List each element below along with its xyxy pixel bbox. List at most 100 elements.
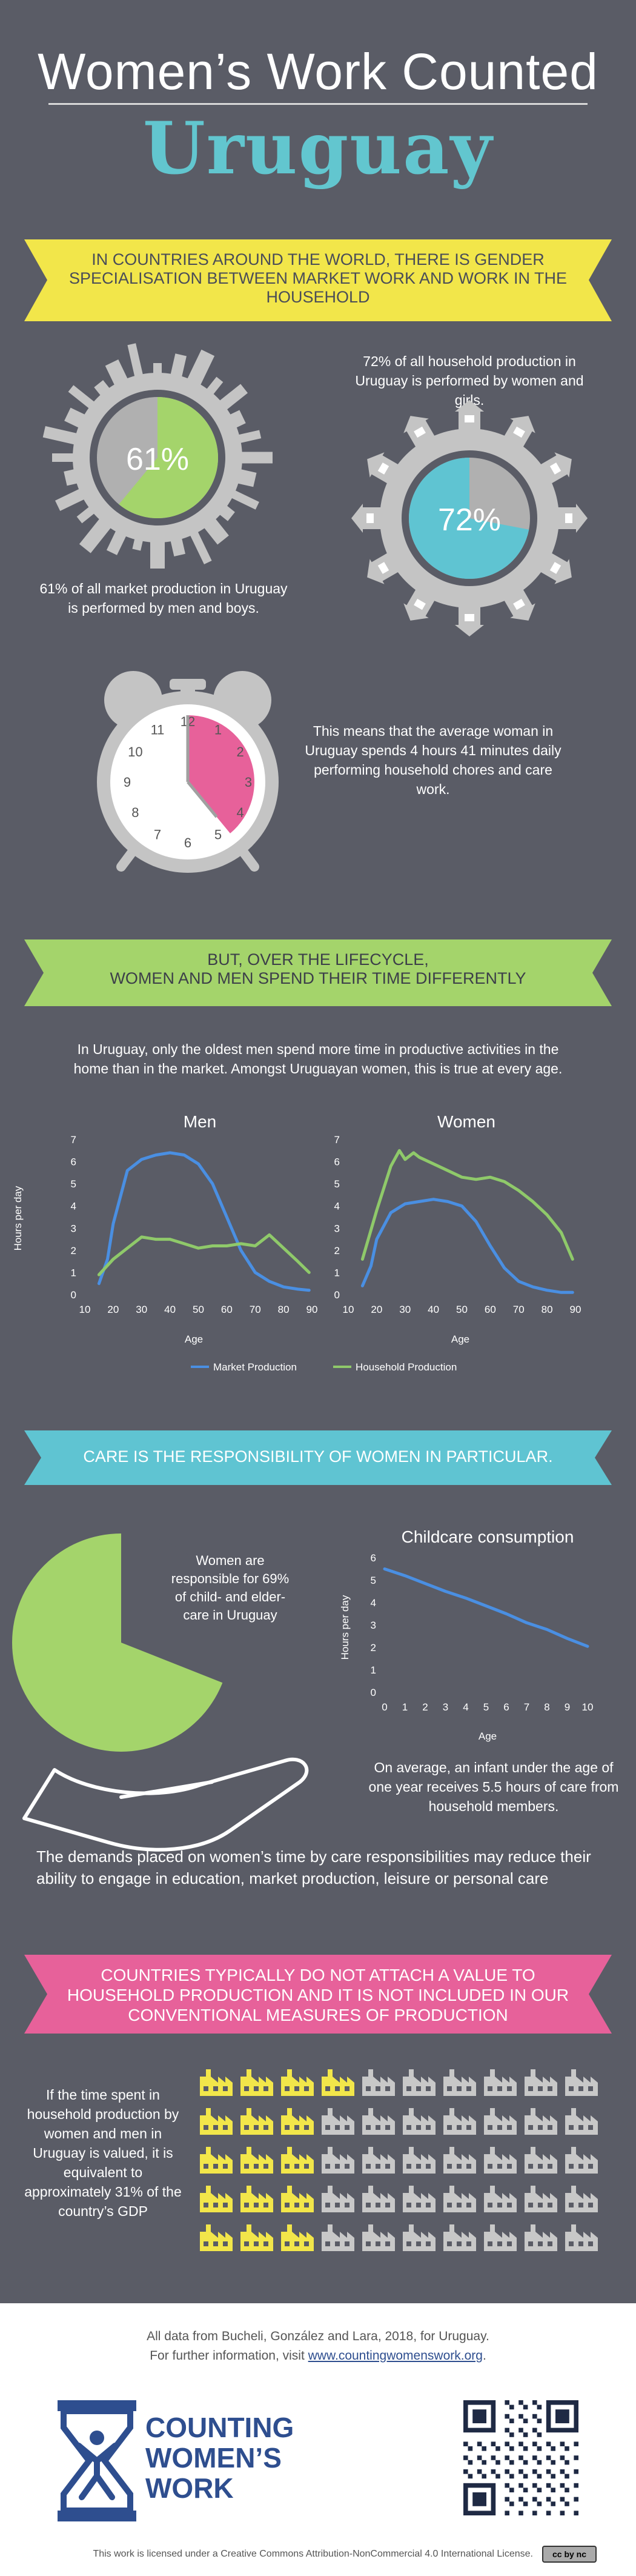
factory-icon: [281, 2224, 314, 2251]
clock-number: 9: [124, 775, 131, 790]
clock-hour-hand: [187, 781, 218, 818]
y-tick-label: 0: [371, 1687, 376, 1698]
factory-icon: [362, 2108, 395, 2135]
x-tick-label: 9: [565, 1701, 570, 1713]
factory-icon: [443, 2147, 476, 2174]
childcare-chart-title: Childcare consumption: [402, 1527, 574, 1546]
y-tick-label: 1: [371, 1664, 376, 1676]
x-tick-label: 30: [136, 1304, 147, 1315]
x-tick-label: 90: [570, 1304, 581, 1315]
factory-icon: [281, 2147, 314, 2174]
page-title: Women’s Work Counted: [38, 43, 598, 100]
x-tick-label: 70: [250, 1304, 261, 1315]
market-production-line: [97, 1151, 311, 1292]
market-caption: 61% of all market production in Uruguay …: [39, 581, 288, 616]
household-production-line: [97, 1233, 311, 1276]
lifecycle-charts: Hours per day Men Women Age Age Market P…: [12, 1112, 581, 1373]
clock-number: 5: [214, 827, 222, 843]
section4-banner-text: COUNTRIES TYPICALLY DO NOT ATTACH A VALU…: [67, 1966, 569, 2024]
market-production-gear: 61%: [42, 343, 273, 569]
y-tick-label: 4: [71, 1201, 76, 1212]
factory-icon: [322, 2069, 354, 2096]
section3-banner-text: CARE IS THE RESPONSIBILITY OF WOMEN IN P…: [83, 1447, 553, 1466]
women-chart-title: Women: [437, 1112, 495, 1131]
clock-numbers: 121234567891011: [124, 714, 252, 850]
source-link[interactable]: www.countingwomenswork.org: [308, 2349, 483, 2363]
section4-banner-notches: [24, 1955, 612, 2034]
logo-wordmark: COUNTING WOMEN’S WORK: [145, 2412, 294, 2503]
clock-number: 8: [131, 805, 139, 820]
factory-icon: [565, 2224, 598, 2251]
factory-icon: [281, 2069, 314, 2096]
y-tick-label: 5: [334, 1178, 340, 1190]
factory-icon: [525, 2186, 557, 2212]
y-tick-label: 3: [71, 1223, 76, 1234]
factory-icon: [525, 2069, 557, 2096]
x-tick-label: 0: [382, 1701, 387, 1713]
y-tick-label: 1: [71, 1267, 76, 1278]
factory-icon: [525, 2147, 557, 2174]
factory-icon: [443, 2069, 476, 2096]
clock-number: 1: [214, 722, 222, 737]
factory-icon: [240, 2224, 273, 2251]
country-title: Uruguay: [142, 106, 494, 190]
factory-icon: [443, 2224, 476, 2251]
section1-banner-notches: [24, 239, 612, 321]
men-line-chart: 0 1 2 3 4 5 6 7 10 20 30 40 50 60 70 80 90: [71, 1134, 318, 1315]
y-tick-label: 7: [334, 1134, 340, 1146]
x-tick-label: 60: [485, 1304, 496, 1315]
clock-number: 7: [154, 827, 161, 843]
factory-icon: [565, 2147, 598, 2174]
childcare-xlabel: Age: [479, 1730, 497, 1742]
factory-icon: [403, 2224, 436, 2251]
clock-number: 3: [245, 775, 252, 790]
factory-icon: [443, 2186, 476, 2212]
factory-icon: [443, 2108, 476, 2135]
x-tick-label: 30: [399, 1304, 411, 1315]
household-production-gear: 72%: [351, 400, 588, 636]
factory-icon: [403, 2147, 436, 2174]
y-tick-label: 5: [371, 1575, 376, 1586]
factory-icon: [200, 2147, 233, 2174]
clock-number: 2: [236, 744, 243, 759]
factory-icon: [565, 2186, 598, 2212]
childcare-line-chart: Childcare consumption Hours per day Age …: [339, 1527, 593, 1742]
infant-care-text: On average, an infant under the age of o…: [368, 1760, 619, 1814]
x-tick-label: 7: [524, 1701, 529, 1713]
qr-code-icon[interactable]: [463, 2400, 578, 2515]
x-tick-label: 2: [422, 1701, 428, 1713]
alarm-clock-icon: 121234567891011: [97, 671, 279, 873]
license-text: This work is licensed under a Creative C…: [93, 2549, 533, 2559]
factory-icon: [484, 2224, 517, 2251]
factory-icon: [200, 2108, 233, 2135]
section2-banner: BUT, OVER THE LIFECYCLE, WOMEN AND MEN S…: [24, 939, 612, 1006]
y-tick-label: 0: [334, 1289, 340, 1301]
factory-icon: [525, 2108, 557, 2135]
x-tick-label: 80: [278, 1304, 290, 1315]
factory-icon: [484, 2186, 517, 2212]
y-tick-label: 2: [371, 1642, 376, 1653]
household-caption: 72% of all household production in Urugu…: [355, 353, 584, 408]
factory-icon: [362, 2069, 395, 2096]
source-line2: For further information, visit www.count…: [0, 2347, 636, 2365]
lifecycle-intro: In Uruguay, only the oldest men spend mo…: [73, 1041, 563, 1076]
x-tick-label: 50: [193, 1304, 204, 1315]
section1-banner: IN COUNTRIES AROUND THE WORLD, THERE IS …: [24, 239, 612, 321]
factory-icon: [484, 2147, 517, 2174]
y-tick-label: 4: [334, 1201, 340, 1212]
y-tick-label: 6: [371, 1552, 376, 1564]
cc-license-badge[interactable]: cc by nc: [542, 2546, 597, 2563]
logo-line2: WOMEN’S: [145, 2442, 282, 2474]
x-tick-label: 5: [483, 1701, 489, 1713]
source-suffix: .: [482, 2349, 486, 2363]
x-tick-label: 1: [402, 1701, 408, 1713]
clock-number: 4: [236, 805, 243, 820]
childcare-ylabel: Hours per day: [339, 1595, 351, 1660]
clock-number: 11: [151, 722, 165, 737]
section2-banner-line1: BUT, OVER THE LIFECYCLE,: [207, 950, 429, 969]
gdp-text: If the time spent in household productio…: [24, 2087, 182, 2219]
factory-icon: [322, 2186, 354, 2212]
y-tick-label: 2: [334, 1245, 340, 1256]
care-pie-gap: [121, 1532, 231, 1683]
factory-icon: [362, 2147, 395, 2174]
